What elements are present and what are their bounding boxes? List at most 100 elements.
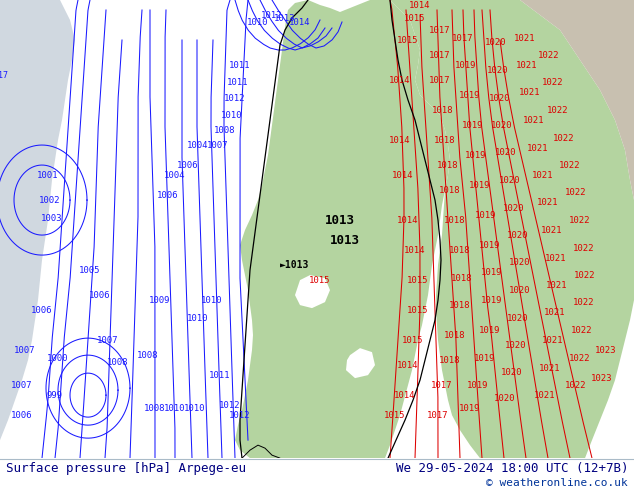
Text: 1012: 1012 <box>230 411 251 419</box>
Text: 1020: 1020 <box>489 94 511 102</box>
Polygon shape <box>295 275 330 308</box>
Text: 1010: 1010 <box>201 295 223 305</box>
Text: 1019: 1019 <box>476 211 497 220</box>
Text: 1012: 1012 <box>261 10 283 20</box>
Text: 1020: 1020 <box>495 393 515 403</box>
Text: 1022: 1022 <box>566 188 586 196</box>
Text: 1019: 1019 <box>455 61 477 70</box>
Text: 1006: 1006 <box>31 306 53 315</box>
Text: 1013: 1013 <box>325 214 355 226</box>
Text: 1021: 1021 <box>540 364 560 372</box>
Text: 1019: 1019 <box>465 150 487 160</box>
Text: 1020: 1020 <box>495 147 517 156</box>
Text: 1015: 1015 <box>309 275 331 285</box>
Text: 1015: 1015 <box>398 35 418 45</box>
Text: 1011: 1011 <box>209 370 231 380</box>
Text: 1013: 1013 <box>330 234 360 246</box>
Text: 1018: 1018 <box>437 161 459 170</box>
Text: 1012: 1012 <box>219 401 241 410</box>
Text: 1021: 1021 <box>547 281 568 290</box>
Polygon shape <box>346 348 375 378</box>
Text: 1019: 1019 <box>474 354 496 363</box>
Text: 1017: 1017 <box>429 50 451 59</box>
Text: 1008: 1008 <box>137 351 158 360</box>
Text: 1021: 1021 <box>516 61 538 70</box>
Text: 1015: 1015 <box>407 306 429 315</box>
Text: 1022: 1022 <box>547 105 569 115</box>
Text: 1022: 1022 <box>574 270 596 280</box>
Text: 1021: 1021 <box>541 225 563 235</box>
Text: 1020: 1020 <box>509 286 531 294</box>
Text: 1020: 1020 <box>509 258 531 267</box>
Text: 1000: 1000 <box>48 354 68 363</box>
Text: 1022: 1022 <box>571 326 593 335</box>
Text: 1014: 1014 <box>404 245 426 255</box>
Text: 1020: 1020 <box>507 314 529 322</box>
Text: 1008: 1008 <box>214 125 236 135</box>
Text: 1020: 1020 <box>485 38 507 47</box>
Text: 1007: 1007 <box>97 336 119 344</box>
Text: 1023: 1023 <box>595 345 617 355</box>
Text: 999: 999 <box>47 391 63 400</box>
Text: 1010: 1010 <box>184 404 206 413</box>
Text: 1020: 1020 <box>499 175 521 185</box>
Text: 1012: 1012 <box>224 94 246 102</box>
Text: 1014: 1014 <box>398 361 418 369</box>
Text: 1021: 1021 <box>533 171 553 179</box>
Text: 1019: 1019 <box>462 121 484 129</box>
Text: We 29-05-2024 18:00 UTC (12+7B): We 29-05-2024 18:00 UTC (12+7B) <box>396 462 628 475</box>
Text: 1007: 1007 <box>11 381 33 390</box>
Text: ►1013: ►1013 <box>280 260 309 270</box>
Text: 17: 17 <box>0 71 8 79</box>
Text: 1005: 1005 <box>79 266 101 274</box>
Text: 1015: 1015 <box>407 275 429 285</box>
Text: 1019: 1019 <box>481 295 503 305</box>
Text: 1021: 1021 <box>527 144 549 152</box>
Text: 1022: 1022 <box>566 381 586 390</box>
Text: 1020: 1020 <box>507 231 529 240</box>
Text: 1006: 1006 <box>178 161 198 170</box>
Text: 1020: 1020 <box>505 341 527 349</box>
Text: 1019: 1019 <box>481 268 503 276</box>
Text: 1015: 1015 <box>384 411 406 419</box>
Text: 1018: 1018 <box>450 245 471 255</box>
Text: 1021: 1021 <box>545 254 567 263</box>
Text: 1004: 1004 <box>187 141 209 149</box>
Text: 1007: 1007 <box>14 345 36 355</box>
Text: 1017: 1017 <box>431 381 453 390</box>
Text: 1019: 1019 <box>469 180 491 190</box>
Text: 1008: 1008 <box>145 404 165 413</box>
Text: 1015: 1015 <box>404 14 426 23</box>
Text: 1009: 1009 <box>149 295 171 305</box>
Text: 1010: 1010 <box>221 111 243 120</box>
Text: 1021: 1021 <box>542 336 564 344</box>
Text: 1014: 1014 <box>392 171 414 179</box>
Text: 1020: 1020 <box>491 121 513 129</box>
Text: 1017: 1017 <box>452 33 474 43</box>
Text: 1019: 1019 <box>459 404 481 413</box>
Text: 1007: 1007 <box>207 141 229 149</box>
Text: 1018: 1018 <box>444 216 466 224</box>
Text: 1014: 1014 <box>394 391 416 400</box>
Polygon shape <box>235 0 450 458</box>
Text: 1018: 1018 <box>451 273 473 283</box>
Text: 1003: 1003 <box>41 214 63 222</box>
Text: 1019: 1019 <box>479 241 501 249</box>
Text: 1011: 1011 <box>230 61 251 70</box>
Text: 1021: 1021 <box>523 116 545 124</box>
Text: 1022: 1022 <box>573 297 595 307</box>
Polygon shape <box>390 0 634 458</box>
Text: 1010: 1010 <box>187 314 209 322</box>
Text: 1021: 1021 <box>544 308 566 317</box>
Text: 1022: 1022 <box>569 216 591 224</box>
Text: 1013: 1013 <box>275 14 295 23</box>
Text: 1014: 1014 <box>410 0 430 9</box>
Text: 1021: 1021 <box>514 33 536 43</box>
Polygon shape <box>520 0 634 200</box>
Text: 1014: 1014 <box>398 216 418 224</box>
Text: 1014: 1014 <box>389 75 411 85</box>
Text: 1010: 1010 <box>164 404 186 413</box>
Text: 1018: 1018 <box>444 331 466 340</box>
Text: 1014: 1014 <box>289 18 311 26</box>
Text: 1004: 1004 <box>164 171 186 179</box>
